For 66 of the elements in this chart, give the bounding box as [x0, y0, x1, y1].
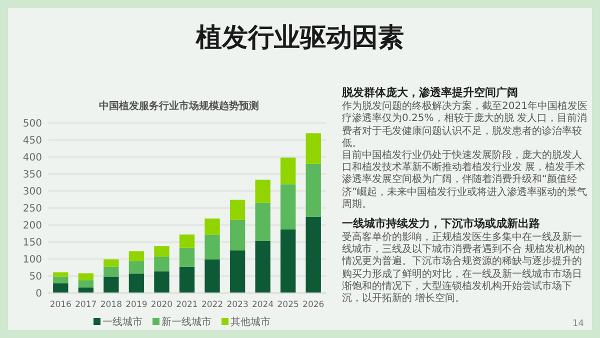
text: 目前中国植发行业仍处于快速发展阶段，庞大的脱发人口和植发技术革新不断推动着植发行业发 展，植发手术渗透率发展空间极为广阔，伴随着消费升级和“颜值经济”崛起，未来中国植发行业或将进入渗透率驱动的景气周期。	[342, 150, 588, 211]
legend-label: 其他城市	[230, 316, 270, 328]
bar	[53, 283, 68, 293]
bar	[104, 266, 119, 277]
x-tick-label: 2026	[302, 300, 324, 310]
x-tick-label: 2018	[100, 300, 122, 310]
x-tick-label: 2022	[201, 300, 224, 310]
x-tick-label: 2024	[252, 300, 274, 310]
bar	[154, 256, 170, 272]
bar	[179, 266, 195, 293]
x-tick-label: 2019	[126, 300, 148, 310]
y-tick-label: 50	[29, 272, 42, 282]
bar	[230, 250, 246, 293]
legend-label: 一线城市	[102, 316, 142, 328]
y-tick-label: 350	[22, 170, 42, 180]
bar	[204, 218, 220, 235]
x-tick-label: 2021	[176, 300, 198, 310]
text: 作为脱发问题的终极解决方案，截至2021年中国植发医疗渗透率仅为0.25%，相较于庞大的脱 发人口，目前消费者对于毛发健康问题认识不足，脱发患者的诊治率较低。	[342, 101, 588, 150]
text: 受高客单价的影响，正规植发医生多集中在一线及新一线城市，三线及以下城市消费者遇到不合 规植发机构的情况更为普遍。下沉市场合规资源的稀缺与逐步提升的购买力形成了鲜明的对比，在一线及新一线城市市场日渐饱和的情况下，大型连锁植发机构开始尝试市场下沉，以开拓新的 增长空间。	[342, 232, 586, 306]
bar	[128, 251, 144, 262]
bar	[53, 272, 68, 277]
y-tick-label: 250	[22, 204, 42, 214]
bar	[78, 280, 94, 288]
bar	[204, 259, 220, 293]
y-tick-label: 500	[22, 118, 42, 130]
bar	[255, 202, 270, 241]
text: 一线城市持续发力，下沉市场或成新出路	[342, 216, 541, 230]
bar	[280, 229, 296, 293]
bar	[128, 274, 144, 293]
y-tick-label: 150	[22, 238, 42, 248]
x-tick-label: 2017	[75, 300, 97, 310]
x-tick-label: 2023	[226, 300, 248, 310]
bar	[78, 288, 94, 293]
bar	[255, 180, 270, 203]
x-tick-label: 2025	[277, 300, 299, 310]
bar	[53, 276, 68, 284]
bar	[154, 271, 170, 293]
text: 脱发群体庞大，渗透率提升空间广阔	[342, 86, 519, 100]
bar	[128, 261, 144, 274]
legend-label: 新一线城市	[162, 316, 212, 328]
x-tick-label: 2016	[50, 300, 72, 310]
bar	[78, 273, 94, 280]
bar	[230, 220, 246, 250]
bar	[230, 200, 246, 220]
text: 植发行业驱动因素	[194, 22, 405, 55]
x-tick-label: 2020	[150, 300, 173, 310]
bar	[280, 158, 296, 184]
bar	[179, 248, 195, 267]
y-tick-label: 0	[36, 288, 42, 300]
text: 14	[572, 319, 584, 329]
bar	[280, 184, 296, 230]
y-tick-label: 300	[22, 186, 42, 198]
y-tick-label: 450	[22, 136, 42, 146]
bar	[104, 276, 119, 293]
bar	[179, 234, 195, 248]
y-tick-label: 100	[22, 254, 42, 266]
bar	[255, 240, 270, 293]
bar	[306, 133, 321, 164]
bar	[204, 234, 220, 260]
y-tick-label: 400	[22, 152, 42, 164]
bar	[154, 246, 170, 257]
y-tick-label: 200	[22, 220, 42, 232]
bar	[306, 164, 321, 217]
bar	[104, 259, 119, 267]
chart-title: 中国植发服务行业市场规模趋势预测	[99, 100, 259, 112]
bar	[306, 216, 321, 293]
